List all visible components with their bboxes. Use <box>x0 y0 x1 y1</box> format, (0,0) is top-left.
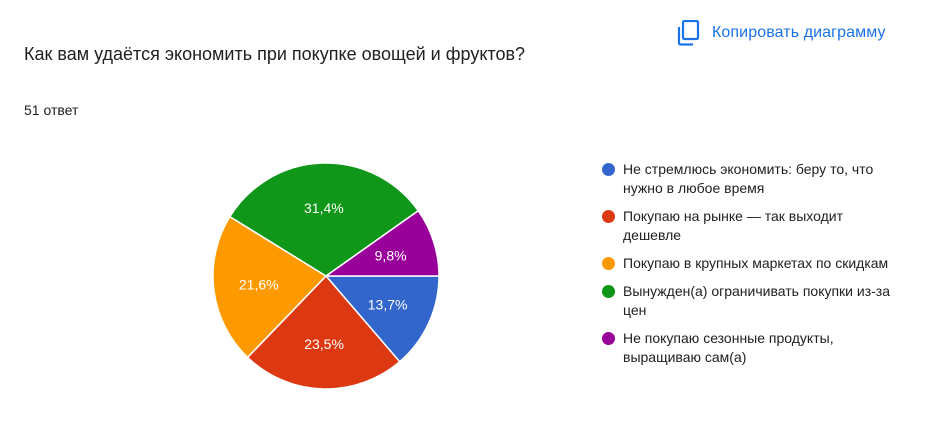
copy-chart-button[interactable]: Копировать диаграмму <box>676 20 886 46</box>
pie-slice-3[interactable] <box>228 162 420 277</box>
legend-swatch-0 <box>602 163 615 176</box>
legend-item-0[interactable]: Не стремлюсь экономить: беру то, что нуж… <box>602 160 922 198</box>
legend-item-3[interactable]: Вынужден(а) ограничивать покупки из-за ц… <box>602 282 922 320</box>
legend-label-1: Покупаю на рынке — так выходит дешевле <box>623 208 844 243</box>
legend-item-2[interactable]: Покупаю в крупных маркетах по скидкам <box>602 254 922 273</box>
response-count: 51 ответ <box>24 102 79 118</box>
legend-swatch-3 <box>602 285 615 298</box>
copy-chart-label: Копировать диаграмму <box>712 24 886 41</box>
pie-slice-label-3: 31,4% <box>304 200 344 216</box>
legend-swatch-4 <box>602 332 615 345</box>
pie-slice-1[interactable] <box>246 274 401 390</box>
legend-swatch-1 <box>602 210 615 223</box>
chart-legend: Не стремлюсь экономить: беру то, что нуж… <box>602 160 922 376</box>
legend-item-4[interactable]: Не покупаю сезонные продукты, выращиваю … <box>602 329 922 367</box>
copy-icon <box>677 20 700 46</box>
question-title: Как вам удаётся экономить при покупке ов… <box>24 44 526 64</box>
pie-slice-2[interactable] <box>212 215 328 359</box>
legend-label-4: Не покупаю сезонные продукты, выращиваю … <box>623 330 834 365</box>
legend-label-3: Вынужден(а) ограничивать покупки из-за ц… <box>623 283 890 318</box>
pie-slice-label-4: 9,8% <box>375 247 407 263</box>
legend-item-1[interactable]: Покупаю на рынке — так выходит дешевле <box>602 207 922 245</box>
legend-label-2: Покупаю в крупных маркетах по скидкам <box>623 255 889 271</box>
pie-slice-4[interactable] <box>323 209 440 277</box>
pie-slice-label-0: 13,7% <box>368 296 408 312</box>
legend-swatch-2 <box>602 257 615 270</box>
pie-slice-0[interactable] <box>324 275 440 363</box>
pie-slice-label-2: 21,6% <box>239 276 279 292</box>
pie-slice-label-1: 23,5% <box>304 336 344 352</box>
legend-label-0: Не стремлюсь экономить: беру то, что нуж… <box>623 161 874 196</box>
